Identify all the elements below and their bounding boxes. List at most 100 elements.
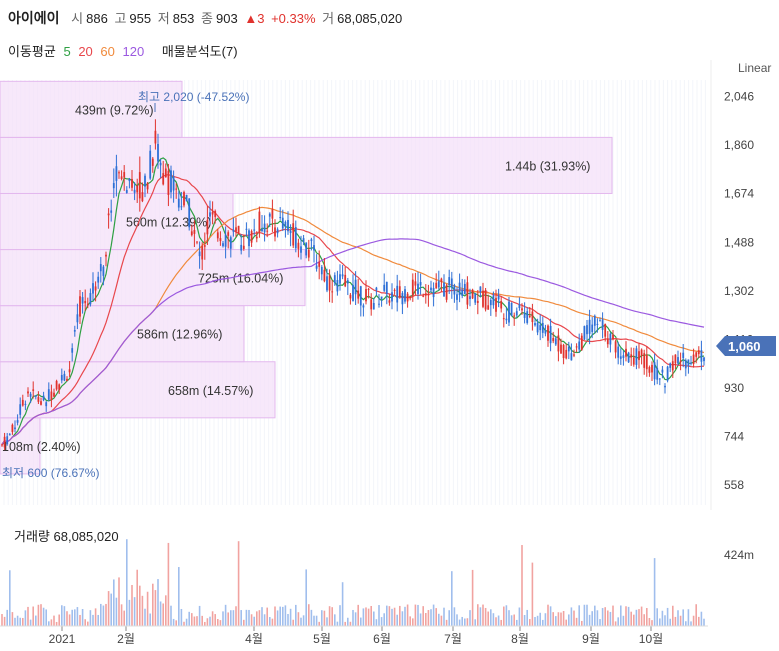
candle (11, 424, 14, 432)
candle (365, 288, 367, 302)
candle (687, 359, 690, 367)
candle (695, 352, 698, 357)
volume-bar (297, 612, 300, 626)
volume-bar (373, 611, 375, 626)
candle (479, 286, 482, 292)
volume-bar (167, 542, 170, 626)
candle (6, 436, 9, 445)
candle (440, 278, 443, 283)
candle (107, 213, 110, 216)
volume-profile-bar (0, 249, 306, 307)
volume-bar (617, 617, 619, 626)
candle (448, 277, 451, 286)
volume-bar (118, 577, 120, 626)
volume-bar (84, 619, 86, 626)
open-value: 886 (86, 11, 108, 26)
candle (71, 348, 74, 353)
candle (227, 232, 230, 236)
candle (596, 323, 599, 325)
candle (177, 198, 180, 208)
candle (125, 189, 128, 193)
volume-bar (354, 612, 357, 626)
volume-bar (510, 615, 513, 626)
volume-bar (334, 614, 336, 626)
candle (409, 296, 412, 299)
volume-bar (105, 603, 107, 626)
svg-text:1,060: 1,060 (728, 339, 761, 354)
volume-bar (555, 616, 557, 626)
volume-bar (357, 604, 359, 626)
volume-bar (703, 618, 705, 626)
candle (453, 285, 456, 295)
volume-bar (386, 605, 388, 626)
candle (53, 392, 55, 397)
volume-bar (518, 607, 521, 626)
scale-label[interactable]: Linear (738, 61, 771, 75)
volume-bar (604, 607, 606, 626)
candle (258, 211, 261, 233)
candle (235, 227, 237, 232)
volume-bar (258, 610, 261, 626)
candle (42, 395, 45, 401)
volume-bar (282, 606, 284, 626)
candle (430, 287, 432, 291)
candle (510, 302, 513, 316)
candle (250, 231, 253, 243)
volume-bar (315, 615, 318, 626)
candle (383, 284, 386, 291)
volume-bar (253, 616, 255, 626)
x-tick-label: 2021 (49, 632, 76, 646)
volume-bar (300, 617, 302, 626)
volume-bar (274, 606, 276, 626)
volume-bar (646, 608, 648, 626)
volume-bar (92, 614, 94, 626)
volume-bar (601, 608, 604, 626)
volume-bar (406, 604, 409, 626)
candle (307, 249, 310, 258)
volume-bar (427, 610, 430, 626)
volume-bar (482, 604, 484, 626)
volume-bar (217, 619, 219, 626)
low-marker: 최저 600 (76.67%) (2, 466, 99, 480)
moving-average-legend[interactable]: 이동평균 5 20 60 120 매물분석도(7) (8, 41, 242, 60)
volume-bar (581, 620, 583, 626)
volume-bar (635, 609, 638, 626)
volume-bar (352, 609, 354, 626)
candle (193, 229, 196, 234)
volume-bar (560, 612, 562, 626)
volume-bar (440, 615, 443, 626)
volume-bar (131, 585, 133, 626)
volume-bar (279, 606, 281, 626)
volume-bar (256, 611, 258, 626)
volume-bar (448, 610, 450, 626)
candle (554, 338, 557, 345)
candle (515, 311, 518, 316)
candle (136, 185, 139, 193)
open-label: 시 (71, 11, 84, 26)
volume-bar (490, 609, 492, 626)
volume-bar (162, 603, 164, 626)
volume-bar (289, 608, 292, 626)
volume-bar (27, 606, 29, 626)
low-label: 저 (157, 11, 170, 26)
volume-bar (677, 610, 679, 626)
candle (677, 357, 679, 364)
volume-bar (152, 583, 154, 626)
volume-bar (188, 611, 190, 626)
candle (495, 297, 497, 312)
high-value: 955 (129, 11, 152, 26)
volume-bar (347, 617, 349, 626)
volume-bar (232, 610, 235, 626)
volume-bar (61, 605, 63, 626)
volume-bar (625, 606, 627, 626)
candle (237, 225, 240, 234)
candle (385, 281, 388, 295)
volume-bar (136, 569, 138, 626)
change-pct: +0.33% (271, 11, 316, 26)
volume-bar (451, 571, 453, 626)
candle (253, 229, 256, 231)
volume-bar (651, 620, 653, 626)
volume-bar (594, 605, 596, 626)
volume-bar (157, 579, 159, 626)
